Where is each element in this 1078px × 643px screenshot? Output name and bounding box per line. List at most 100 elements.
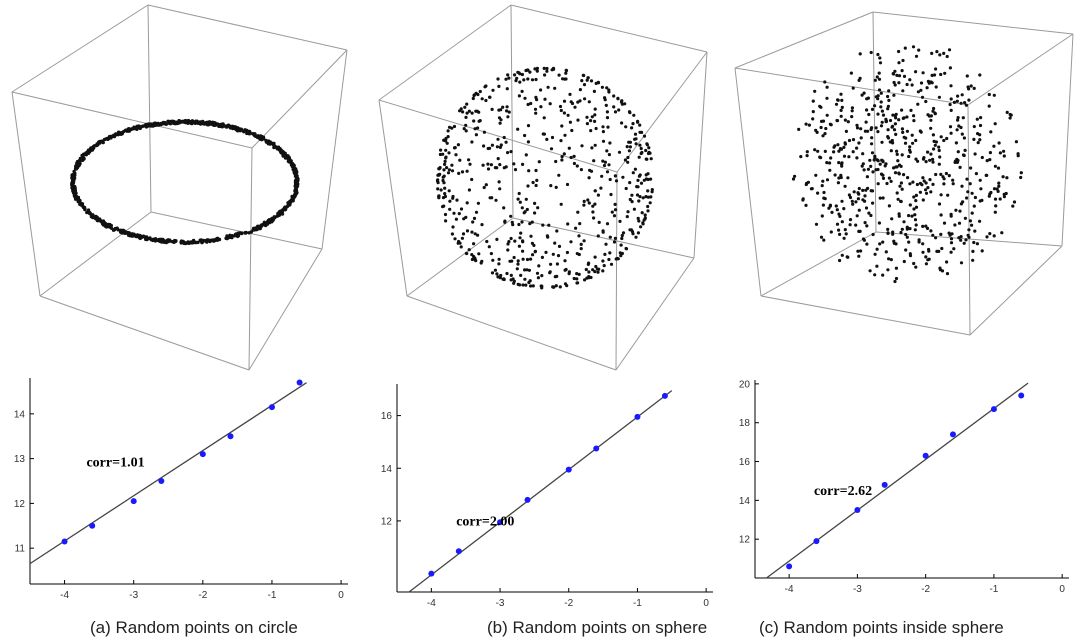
cloud-point bbox=[857, 208, 861, 212]
cloud-point bbox=[886, 128, 890, 132]
cloud-point bbox=[496, 157, 500, 161]
cloud-point bbox=[628, 145, 632, 149]
cloud-point bbox=[592, 216, 596, 220]
cloud-point bbox=[884, 250, 888, 254]
cloud-point bbox=[619, 243, 623, 247]
cloud-point bbox=[554, 284, 558, 288]
cloud-point bbox=[931, 233, 935, 237]
cloud-point bbox=[138, 236, 142, 240]
cloud-point bbox=[608, 177, 612, 182]
cloud-point bbox=[465, 169, 469, 173]
cloud-point bbox=[969, 166, 973, 170]
cloud-point bbox=[881, 160, 885, 164]
cloud-point bbox=[202, 122, 207, 126]
cloud-point bbox=[568, 92, 572, 96]
cloud-point bbox=[177, 119, 182, 123]
panel-c-data-point bbox=[949, 431, 956, 438]
cloud-point bbox=[596, 270, 600, 274]
cloud-point bbox=[904, 248, 908, 252]
cloud-point bbox=[505, 109, 509, 113]
cloud-point bbox=[942, 182, 946, 186]
cloud-point bbox=[819, 235, 824, 239]
cloud-point bbox=[77, 197, 81, 202]
cloud-point bbox=[539, 88, 543, 92]
cloud-point bbox=[993, 122, 997, 126]
cloud-point bbox=[839, 114, 843, 118]
cloud-point bbox=[483, 85, 487, 89]
cloud-point bbox=[862, 91, 866, 95]
cloud-point bbox=[612, 214, 617, 218]
cloud-point bbox=[835, 208, 839, 212]
cloud-point bbox=[846, 120, 850, 124]
cloud-point bbox=[129, 127, 134, 131]
cloud-point bbox=[955, 128, 959, 132]
cloud-point bbox=[880, 140, 884, 144]
cloud-point bbox=[141, 234, 146, 238]
cloud-point bbox=[447, 151, 451, 155]
cloud-point bbox=[541, 223, 545, 227]
cloud-point bbox=[900, 187, 904, 191]
cloud-point bbox=[897, 49, 901, 54]
cloud-point bbox=[928, 158, 932, 162]
cloud-point bbox=[594, 81, 598, 85]
panel-b-data-point bbox=[428, 570, 435, 577]
panel-b-data-point bbox=[524, 496, 531, 503]
cloud-point bbox=[965, 74, 969, 78]
cloud-point bbox=[906, 176, 910, 180]
cloud-point bbox=[639, 181, 644, 185]
cloud-point bbox=[628, 181, 632, 185]
cloud-point bbox=[601, 125, 605, 129]
cloud-point bbox=[857, 192, 861, 196]
cloud-point bbox=[949, 212, 953, 216]
cloud-point bbox=[793, 174, 797, 178]
cloud-point bbox=[472, 119, 476, 123]
cloud-point bbox=[236, 231, 240, 235]
cloud-point bbox=[832, 145, 836, 149]
cloud-point bbox=[530, 241, 534, 245]
cloud-point bbox=[971, 249, 975, 253]
cloud-point bbox=[586, 76, 590, 80]
cloud-point bbox=[519, 231, 523, 235]
cloud-point bbox=[472, 254, 476, 259]
cloud-point bbox=[441, 175, 445, 179]
cloud-point bbox=[970, 191, 974, 195]
cloud-point bbox=[614, 179, 619, 183]
cloud-point bbox=[875, 75, 879, 79]
cloud-point bbox=[547, 223, 551, 227]
panel-c-data-point bbox=[854, 507, 861, 514]
cloud-point bbox=[876, 112, 880, 116]
panel-c-y-tick-label: 16 bbox=[739, 457, 751, 468]
cloud-point bbox=[620, 233, 624, 238]
cloud-point bbox=[607, 257, 611, 262]
cloud-point bbox=[476, 201, 480, 205]
cloud-point bbox=[457, 171, 461, 175]
cloud-point bbox=[612, 105, 616, 109]
cloud-point bbox=[913, 218, 918, 222]
cloud-point bbox=[897, 81, 901, 85]
cloud-point bbox=[495, 272, 499, 276]
cloud-point bbox=[574, 226, 578, 230]
cloud-point bbox=[914, 157, 918, 161]
cloud-point bbox=[507, 110, 511, 114]
cloud-point bbox=[545, 69, 549, 73]
cloud-point bbox=[835, 222, 840, 226]
cloud-point bbox=[443, 186, 447, 190]
cloud-point bbox=[465, 111, 469, 115]
cloud-point bbox=[482, 185, 486, 190]
cloud-point bbox=[840, 164, 844, 168]
cloud-point bbox=[833, 173, 837, 177]
cloud-point bbox=[277, 147, 281, 151]
cloud-point bbox=[163, 122, 167, 126]
cloud-point bbox=[924, 181, 928, 185]
cloud-point bbox=[621, 175, 625, 179]
cloud-point bbox=[572, 161, 576, 166]
cloud-point bbox=[825, 178, 830, 182]
cloud-point bbox=[887, 98, 891, 102]
cloud-point bbox=[940, 246, 944, 251]
cloud-point bbox=[443, 192, 447, 196]
cloud-point bbox=[846, 176, 850, 180]
cloud-point bbox=[206, 123, 211, 127]
cloud-point bbox=[956, 116, 960, 120]
cloud-point bbox=[924, 191, 929, 195]
cloud-point bbox=[840, 98, 844, 102]
